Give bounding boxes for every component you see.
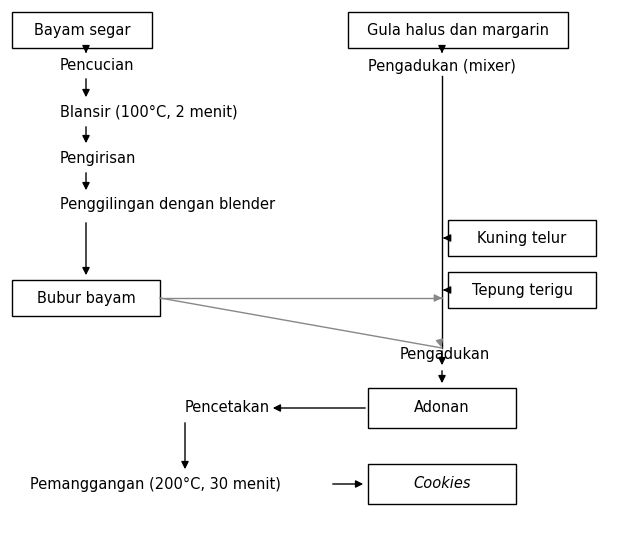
Text: Pengirisan: Pengirisan (60, 151, 136, 166)
Text: Gula halus dan margarin: Gula halus dan margarin (367, 22, 549, 38)
Bar (368, 464, 516, 504)
Text: Penggilingan dengan blender: Penggilingan dengan blender (60, 198, 275, 212)
Text: Pengadukan (mixer): Pengadukan (mixer) (368, 58, 516, 73)
Text: Blansir (100°C, 2 menit): Blansir (100°C, 2 menit) (60, 105, 237, 119)
Text: Kuning telur: Kuning telur (477, 231, 566, 245)
Text: Bubur bayam: Bubur bayam (36, 291, 136, 306)
Text: Adonan: Adonan (414, 400, 470, 416)
Text: Pengadukan: Pengadukan (400, 348, 490, 362)
Bar (368, 388, 516, 428)
Text: Pencucian: Pencucian (60, 58, 134, 73)
Bar (12, 280, 160, 316)
Text: Pencetakan: Pencetakan (185, 400, 270, 416)
Bar (448, 220, 596, 256)
Text: Pemanggangan (200°C, 30 menit): Pemanggangan (200°C, 30 menit) (30, 477, 281, 492)
Text: Bayam segar: Bayam segar (34, 22, 131, 38)
Bar (12, 12, 152, 48)
Text: Cookies: Cookies (413, 477, 471, 492)
Text: Tepung terigu: Tepung terigu (472, 282, 573, 297)
Bar (348, 12, 568, 48)
Bar (448, 272, 596, 308)
